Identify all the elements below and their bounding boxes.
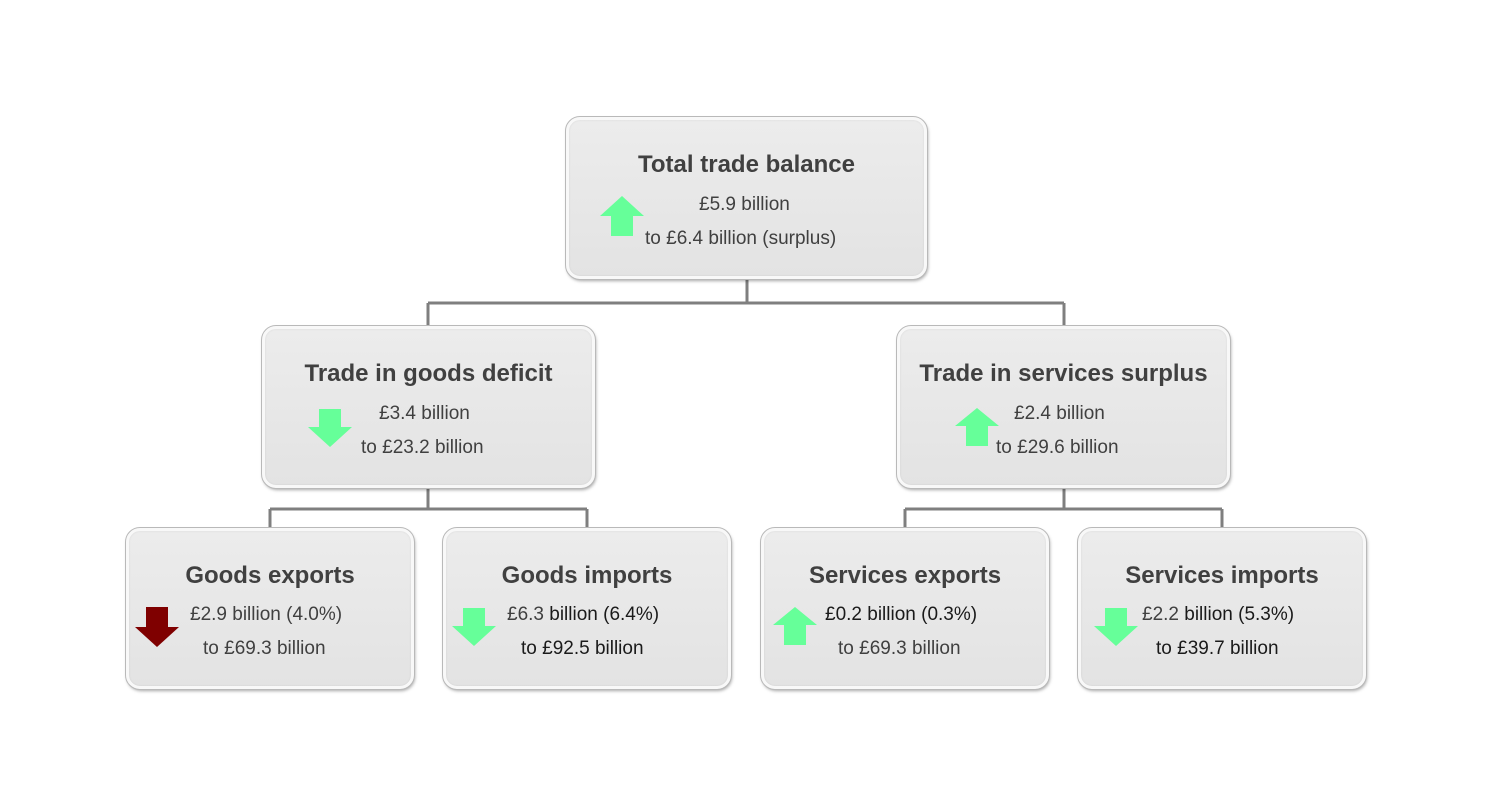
up-arrow-icon (600, 196, 644, 236)
goods-imports-title: Goods imports (501, 562, 673, 589)
down-arrow-icon (1094, 608, 1138, 646)
goods-imports-change-rest: billion (6.4%) (543, 604, 660, 625)
goods-exports-level: to £69.3 billion (203, 638, 326, 659)
goods-exports-change-amount: £2.9 (190, 604, 227, 625)
services-imports-title: Services imports (1125, 562, 1319, 589)
goods-exports-change: £2.9 billion (4.0%) (190, 604, 342, 626)
down-arrow-icon (308, 409, 352, 447)
trade-in-services-title: Trade in services surplus (919, 360, 1208, 387)
services-imports-box: Services imports £2.2 billion (5.3%) to … (1077, 527, 1367, 690)
services-exports-change-amount: £0.2 (825, 604, 862, 625)
services-exports-box: Services exports £0.2 billion (0.3%) to … (760, 527, 1050, 690)
goods-imports-box: Goods imports £6.3 billion (6.4%) to £92… (442, 527, 732, 690)
services-exports-level: to £69.3 billion (838, 638, 961, 659)
goods-imports-change: £6.3 billion (6.4%) (507, 604, 659, 626)
total-level: to £6.4 billion (surplus) (645, 228, 837, 249)
trade-in-goods-title: Trade in goods deficit (304, 360, 553, 387)
up-arrow-icon (773, 607, 817, 645)
total-trade-balance-title: Total trade balance (638, 151, 855, 178)
total-trade-balance-box: Total trade balance £5.9 billion to £6.4… (565, 116, 928, 280)
connector-services (903, 488, 1224, 528)
goods-exports-title: Goods exports (185, 562, 355, 589)
goods-imports-level: to £92.5 billion (521, 638, 644, 659)
services-change: £2.4 billion (1014, 403, 1105, 424)
connector-total (426, 279, 1066, 326)
up-arrow-icon (955, 408, 999, 446)
goods-imports-change-amount: £6.3 (507, 604, 544, 625)
goods-exports-box: Goods exports £2.9 billion (4.0%) to £69… (125, 527, 415, 690)
connector-goods (268, 488, 589, 528)
goods-level: to £23.2 billion (361, 437, 484, 458)
total-change: £5.9 billion (699, 194, 790, 215)
services-exports-change: £0.2 billion (0.3%) (825, 604, 977, 626)
services-exports-title: Services exports (808, 562, 1002, 589)
services-imports-change-amount: £2.2 (1142, 604, 1179, 625)
down-arrow-icon (452, 608, 496, 646)
goods-exports-change-rest: billion (4.0%) (226, 604, 343, 625)
services-imports-change: £2.2 billion (5.3%) (1142, 604, 1294, 626)
goods-change: £3.4 billion (379, 403, 470, 424)
trade-in-services-box: Trade in services surplus £2.4 billion t… (896, 325, 1231, 489)
services-imports-change-rest: billion (5.3%) (1178, 604, 1295, 625)
trade-in-goods-box: Trade in goods deficit £3.4 billion to £… (261, 325, 596, 489)
services-level: to £29.6 billion (996, 437, 1119, 458)
down-arrow-icon (135, 607, 179, 647)
services-exports-change-rest: billion (0.3%) (861, 604, 978, 625)
services-imports-level: to £39.7 billion (1156, 638, 1279, 659)
